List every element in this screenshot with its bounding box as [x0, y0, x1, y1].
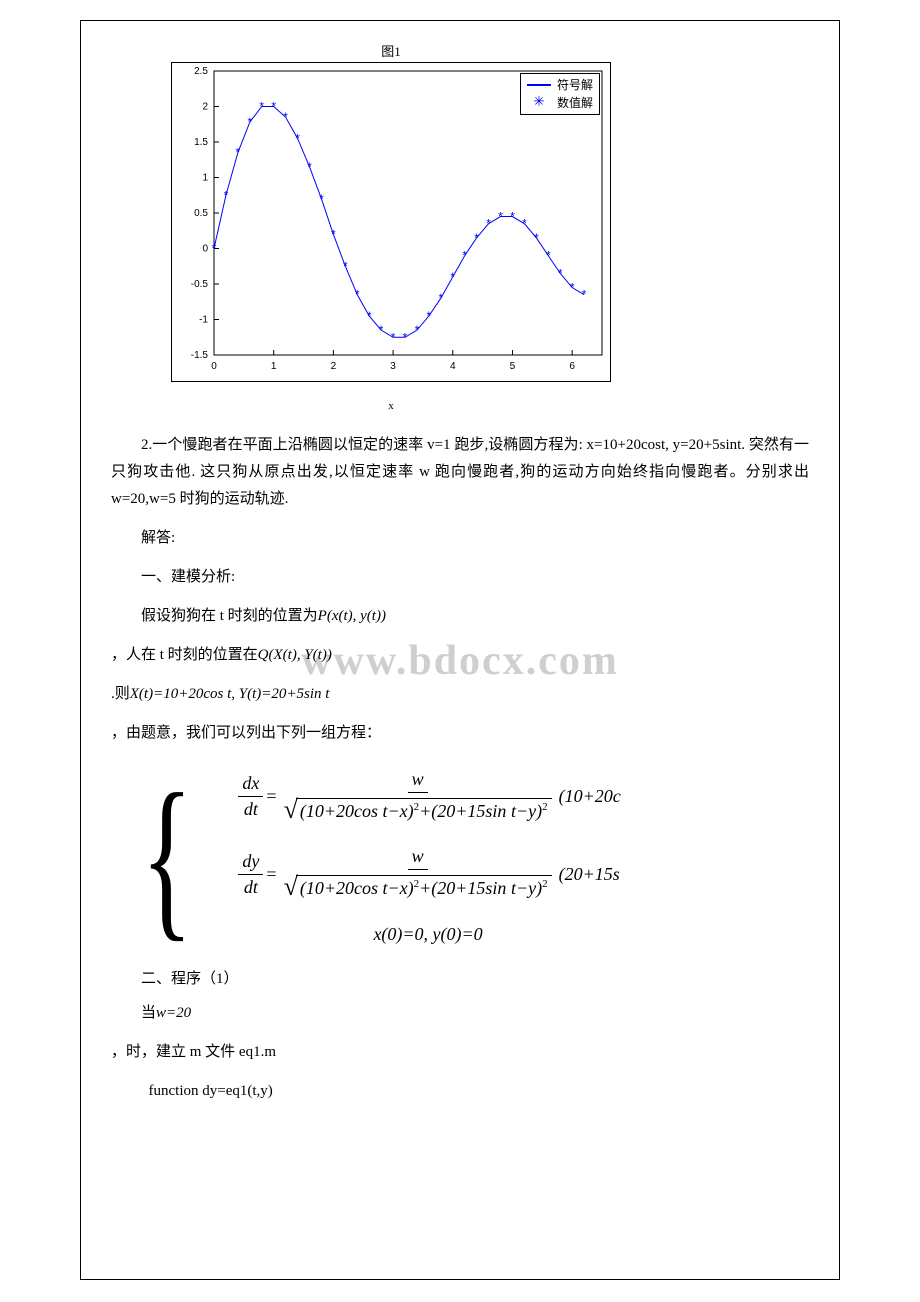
svg-text:5: 5: [510, 361, 516, 372]
eq1-num-w: w: [408, 769, 428, 793]
svg-text:*: *: [212, 242, 217, 256]
eq-dx-dt: dxdt = w √(10+20cos t−x)2+(20+15sin t−y)…: [235, 769, 620, 825]
svg-text:0.5: 0.5: [194, 208, 208, 219]
x-axis-label: x: [171, 400, 611, 412]
XY-expr: X(t)=10+20cos t, Y(t)=20+5sin t: [130, 686, 330, 702]
svg-text:2: 2: [331, 361, 337, 372]
legend-marker-swatch: ✳: [527, 96, 551, 110]
svg-text:*: *: [403, 330, 408, 344]
svg-text:1.5: 1.5: [194, 137, 208, 148]
chart-figure-1: 图1 0 1 2 3 4 5 6 -1.5 -1 -0.5 0 0.5 1 1.5 2 2.5 * * * * * * * *…: [171, 41, 611, 412]
eq1-tail: (10+20c: [559, 786, 621, 807]
svg-text:*: *: [498, 210, 503, 224]
svg-text:4: 4: [450, 361, 456, 372]
legend-line-swatch: [527, 84, 551, 86]
assumption-line: 假设狗狗在 t 时刻的位置为P(x(t), y(t)): [111, 603, 809, 630]
svg-text:*: *: [355, 288, 360, 302]
svg-text:*: *: [558, 266, 563, 280]
by-meaning-line: ，由题意，我们可以列出下列一组方程：: [111, 720, 809, 747]
svg-text:*: *: [415, 323, 420, 337]
svg-text:*: *: [319, 192, 324, 206]
svg-text:*: *: [283, 110, 288, 124]
chart-plot-area: 0 1 2 3 4 5 6 -1.5 -1 -0.5 0 0.5 1 1.5 2 2.5 * * * * * * * * * * *…: [171, 62, 611, 382]
when-prefix: 当: [141, 1005, 156, 1021]
svg-text:*: *: [343, 259, 348, 273]
legend-entry-line: 符号解: [527, 76, 593, 94]
eq-dy-dt: dydt = w √(10+20cos t−x)2+(20+15sin t−y)…: [235, 846, 620, 902]
svg-text:*: *: [522, 217, 527, 231]
svg-text:3: 3: [390, 361, 396, 372]
svg-text:*: *: [259, 100, 264, 114]
svg-text:*: *: [450, 270, 455, 284]
svg-text:*: *: [379, 323, 384, 337]
problem-statement: 2.一个慢跑者在平面上沿椭圆以恒定的速率 v=1 跑步,设椭圆方程为: x=10…: [111, 432, 809, 513]
chart-title: 图1: [171, 41, 611, 60]
dy-den: dt: [240, 875, 262, 898]
svg-text:*: *: [570, 281, 575, 295]
build-mfile-line: ，时，建立 m 文件 eq1.m: [111, 1039, 809, 1066]
xy-expr-line: .则X(t)=10+20cos t, Y(t)=20+5sin t: [111, 681, 809, 708]
svg-text:*: *: [510, 210, 515, 224]
svg-text:-1: -1: [199, 315, 208, 326]
svg-text:-0.5: -0.5: [191, 279, 209, 290]
svg-text:1: 1: [271, 361, 277, 372]
svg-text:*: *: [534, 231, 539, 245]
svg-text:*: *: [247, 115, 252, 129]
eq2-num-w: w: [408, 846, 428, 870]
svg-text:6: 6: [569, 361, 575, 372]
init-cond: x(0)=0, y(0)=0: [373, 924, 482, 945]
svg-text:*: *: [307, 160, 312, 174]
left-brace: {: [141, 767, 193, 947]
svg-text:*: *: [462, 249, 467, 263]
legend-entry-marker: ✳ 数值解: [527, 94, 593, 112]
svg-text:*: *: [295, 131, 300, 145]
eq-initial-condition: x(0)=0, y(0)=0: [235, 924, 620, 945]
model-heading: 一、建模分析:: [111, 564, 809, 591]
svg-text:*: *: [236, 146, 241, 160]
svg-text:0: 0: [211, 361, 217, 372]
svg-text:*: *: [474, 231, 479, 245]
assume-prefix: 假设狗狗在 t 时刻的位置为: [141, 608, 318, 624]
equation-system: { dxdt = w √(10+20cos t−x)2+(20+15sin t−…: [141, 767, 809, 947]
Q-expr: Q(X(t), Y(t)): [258, 647, 332, 663]
svg-text:*: *: [271, 100, 276, 114]
svg-text:*: *: [391, 330, 396, 344]
eq2-tail: (20+15s: [559, 864, 620, 885]
legend-label-1: 符号解: [557, 76, 593, 94]
then-prefix: .则: [111, 686, 130, 702]
svg-text:2.5: 2.5: [194, 66, 208, 77]
program-heading: 二、程序（1）: [111, 967, 809, 988]
w-val: w=20: [156, 1005, 191, 1021]
svg-text:*: *: [486, 217, 491, 231]
svg-text:*: *: [582, 288, 587, 302]
svg-text:*: *: [331, 227, 336, 241]
svg-text:*: *: [224, 188, 229, 202]
human-position-line: ，人在 t 时刻的位置在Q(X(t), Y(t)): [111, 642, 809, 669]
dy-num: dy: [238, 851, 263, 875]
svg-text:*: *: [427, 309, 432, 323]
svg-text:*: *: [367, 309, 372, 323]
when-w-line: 当w=20: [111, 1000, 809, 1027]
svg-text:2: 2: [202, 102, 208, 113]
P-expr: P(x(t), y(t)): [318, 608, 386, 624]
svg-text:0: 0: [202, 244, 208, 255]
dx-den: dt: [240, 797, 262, 820]
svg-text:*: *: [546, 249, 551, 263]
dx-num: dx: [238, 773, 263, 797]
legend-label-2: 数值解: [557, 94, 593, 112]
chart-legend: 符号解 ✳ 数值解: [520, 73, 600, 115]
function-line: function dy=eq1(t,y): [111, 1078, 809, 1105]
answer-heading: 解答:: [111, 525, 809, 552]
human-prefix: ，人在 t 时刻的位置在: [111, 647, 258, 663]
svg-text:1: 1: [202, 173, 208, 184]
svg-text:-1.5: -1.5: [191, 350, 209, 361]
svg-text:*: *: [438, 291, 443, 305]
